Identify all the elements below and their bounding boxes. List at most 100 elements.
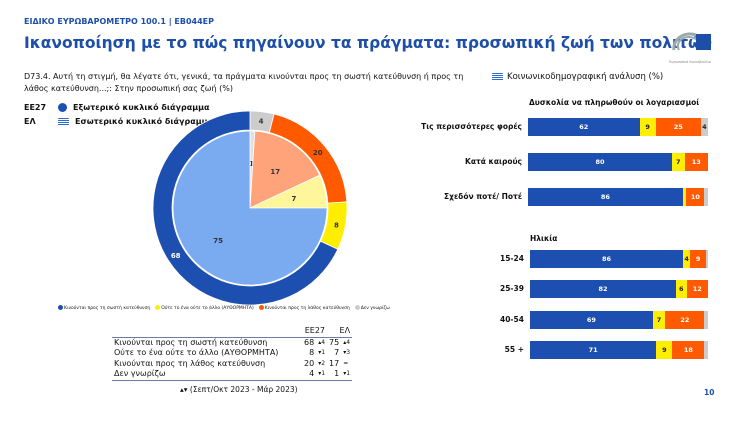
gr-change: ▾3 xyxy=(343,349,351,356)
legend-eu-code: EE27 xyxy=(24,103,47,112)
greek-flag-icon xyxy=(58,117,69,126)
legend-label: Κινούνται προς τη σωστή κατεύθυνση xyxy=(64,306,151,311)
table-row: Κινούνται προς τη σωστή κατεύθυνση 68 ▴4 75… xyxy=(112,337,352,348)
page-number: 10 xyxy=(704,388,715,397)
gr-value: 1 xyxy=(334,369,340,378)
bar-category-label: Τις περισσότερες φορές xyxy=(421,122,522,131)
bar-segment xyxy=(704,188,708,206)
bar-segment xyxy=(704,341,708,359)
page-title: Ικανοποίηση με το πώς πηγαίνουν τα πράγμ… xyxy=(24,34,713,52)
bar-segment: 9 xyxy=(639,118,656,136)
outer-slice-label: 20 xyxy=(313,149,323,157)
parliament-logo xyxy=(672,32,711,51)
row-label: Κινούνται προς τη σωστή κατεύθυνση xyxy=(114,337,268,347)
col-gr: ΕΛ xyxy=(339,326,351,335)
gr-value: 75 xyxy=(329,337,340,347)
bar-category-label: 55 + xyxy=(504,345,524,354)
eu-change: ▾2 xyxy=(318,359,326,367)
bar-segment xyxy=(704,311,708,329)
legend-item: Ούτε το ένα ούτε το άλλο (ΑΥΘΟΡΜΗΤΑ) xyxy=(155,305,254,311)
legend-item: Κινούνται προς τη σωστή κατεύθυνση xyxy=(58,305,150,311)
bar-segment: 25 xyxy=(655,118,701,136)
legend-label: Ούτε το ένα ούτε το άλλο (ΑΥΘΟΡΜΗΤΑ) xyxy=(161,306,254,311)
bar-category-label: 25-39 xyxy=(500,284,524,293)
bar-segment: 18 xyxy=(672,341,705,359)
bar-segment: 9 xyxy=(690,250,707,268)
inner-slice-label: 1 xyxy=(249,160,254,168)
bar-segment xyxy=(682,188,687,206)
gr-change: ▾1 xyxy=(343,370,351,377)
results-table: EE27 ΕΛ Κινούνται προς τη σωστή κατεύθυνσ… xyxy=(112,326,353,381)
logo-text: Ευρωπαϊκό Κοινοβούλιο xyxy=(669,60,711,64)
legend-gr-label: Εσωτερικό κυκλικό διάγραμμα xyxy=(75,117,213,126)
bar-segment: 13 xyxy=(684,153,708,171)
blue-dot-icon xyxy=(58,103,67,112)
table-row: Κινούνται προς τη λάθος κατεύθυνση 20 ▾2 17… xyxy=(112,359,352,370)
legend-dot-icon xyxy=(155,305,161,310)
row-label: Κινούνται προς τη λάθος κατεύθυνση xyxy=(114,358,266,368)
socio-header: Κοινωνικοδημογραφική ανάλυση (%) xyxy=(492,72,663,82)
bar-category-label: Κατά καιρούς xyxy=(465,157,522,166)
legend-eu-label: Εξωτερικό κυκλικό διάγραμμα xyxy=(73,103,210,112)
bar-section-title: Ηλικία xyxy=(530,234,558,243)
legend-gr: ΕΛ Εσωτερικό κυκλικό διάγραμμα xyxy=(24,117,213,126)
row-label: Δεν γνωρίζω xyxy=(114,369,166,378)
eu-value: 20 xyxy=(304,358,315,368)
outer-slice-label: 4 xyxy=(259,118,264,126)
inner-slice xyxy=(172,130,328,286)
bar-segment: 7 xyxy=(672,153,685,171)
bar-segment: 62 xyxy=(528,118,640,136)
legend-item: Δεν γνωρίζω xyxy=(354,305,390,311)
table-row: Ούτε το ένα ούτε το άλλο (ΑΥΘΟΡΜΗΤΑ) 8 ▾1 7… xyxy=(112,348,352,359)
donut-chart: 4 20 8 68 1 17 7 75 xyxy=(152,110,348,306)
bar-segment: 6 xyxy=(675,280,687,298)
outer-slice-label: 8 xyxy=(334,221,339,229)
category-legend: Κινούνται προς τη σωστή κατεύθυνση Ούτε τ… xyxy=(58,305,390,311)
legend-eu: EE27 Εξωτερικό κυκλικό διάγραμμα xyxy=(24,103,209,112)
gr-change: = xyxy=(343,359,349,367)
greek-flag-icon xyxy=(492,73,503,81)
col-eu: EE27 xyxy=(304,326,326,335)
inner-slice-label: 75 xyxy=(213,237,223,245)
eu-change: ▴4 xyxy=(318,338,326,346)
eu-change: ▾1 xyxy=(318,349,326,356)
gr-change: ▴4 xyxy=(343,338,351,346)
legend-item: Κινούνται προς τη λάθος κατεύθυνση xyxy=(258,305,350,311)
trend-note: ▴▾ (Σεπτ/Οκτ 2023 - Μάρ 2023) xyxy=(180,385,298,394)
bar-segment: 12 xyxy=(686,280,708,298)
eu-value: 4 xyxy=(309,369,315,378)
legend-dot-icon xyxy=(58,305,63,310)
bar-segment: 4 xyxy=(700,118,708,136)
inner-slice xyxy=(249,130,321,209)
gr-value: 7 xyxy=(334,348,340,357)
legend-label: Κινούνται προς τη λάθος κατεύθυνση xyxy=(264,306,350,311)
bar-segment: 4 xyxy=(683,250,691,268)
bar-segment: 7 xyxy=(652,311,666,329)
bar-category-label: Σχεδόν ποτέ/ Ποτέ xyxy=(444,192,522,201)
legend-label: Δεν γνωρίζω xyxy=(360,306,390,311)
bar-category-label: 15-24 xyxy=(500,254,524,263)
legend-dot-icon xyxy=(258,305,264,310)
bar-segment: 9 xyxy=(656,341,673,359)
inner-slice-label: 7 xyxy=(291,195,296,203)
eu-value: 8 xyxy=(309,348,315,357)
outer-slice xyxy=(152,110,339,306)
row-label: Ούτε το ένα ούτε το άλλο (ΑΥΘΟΡΜΗΤΑ) xyxy=(114,348,279,357)
bar-segment: 86 xyxy=(528,188,683,206)
legend-gr-code: ΕΛ xyxy=(24,117,36,126)
bar-segment: 10 xyxy=(686,188,705,206)
legend-dot-icon xyxy=(354,305,360,310)
table-row: Δεν γνωρίζω 4 ▾1 1 ▾1 xyxy=(112,369,352,380)
bar-segment: 82 xyxy=(530,280,676,298)
outer-slice-label: 68 xyxy=(171,252,181,260)
bar-segment xyxy=(706,250,708,268)
bar-category-label: 40-54 xyxy=(500,315,524,324)
bar-segment: 80 xyxy=(528,153,672,171)
socio-title: Κοινωνικοδημογραφική ανάλυση (%) xyxy=(507,72,664,82)
bar-segment: 22 xyxy=(665,311,705,329)
eu-value: 68 xyxy=(304,337,315,347)
gr-value: 17 xyxy=(329,358,340,368)
eu-change: ▾1 xyxy=(318,370,326,377)
bar-section-title: Δυσκολία να πληρωθούν οι λογαριασμοί xyxy=(529,98,700,107)
question-text: D73.4. Αυτή τη στιγμή, θα λέγατε ότι, γε… xyxy=(24,72,464,93)
